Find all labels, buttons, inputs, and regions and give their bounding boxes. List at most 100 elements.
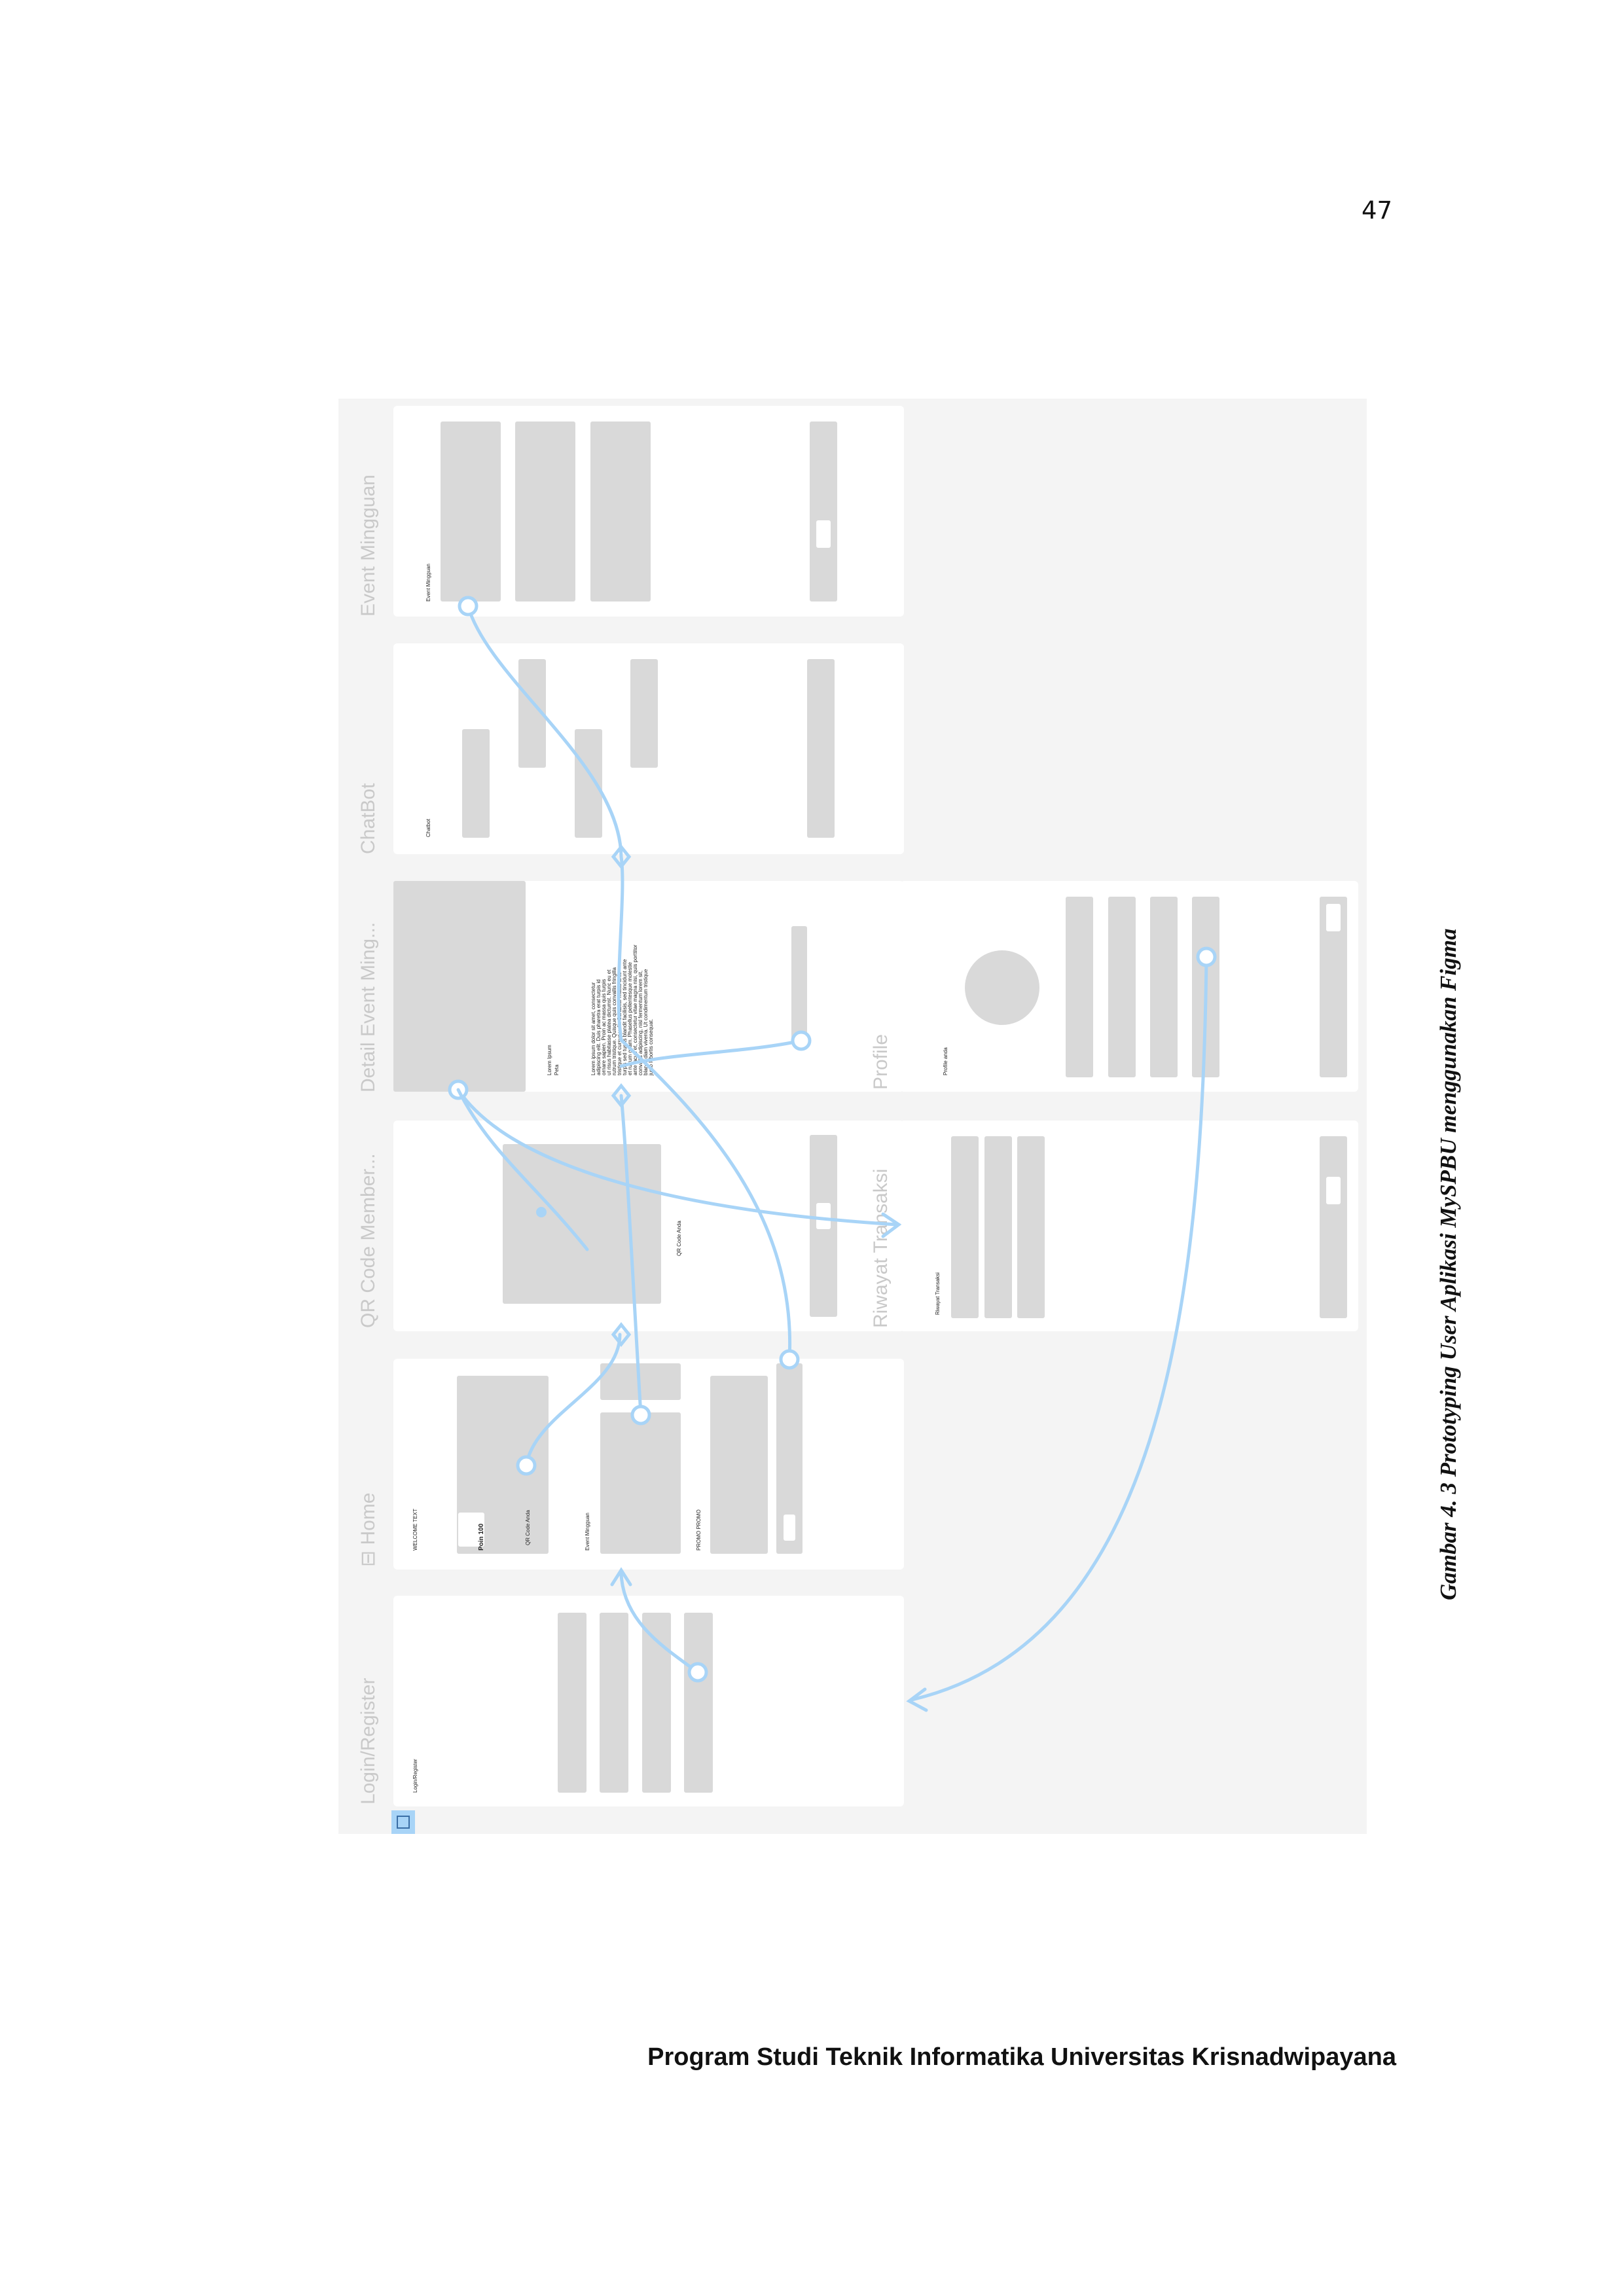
- connector-diamond-1: [611, 844, 632, 870]
- frame-title-chatbot: ChatBot: [357, 783, 379, 854]
- frame-chatbot[interactable]: Chatbot: [393, 643, 904, 854]
- chat-bubble-1: [462, 729, 490, 838]
- event-card-2[interactable]: [515, 422, 575, 601]
- transaction-item-1[interactable]: [951, 1136, 979, 1318]
- qr-code-button[interactable]: [458, 1513, 484, 1547]
- svg-text:blandit diam viverra. Ut condi: blandit diam viverra. Ut condimentum tri…: [643, 969, 649, 1075]
- event-card-3[interactable]: [590, 422, 651, 601]
- home-points: Poin 100: [478, 1523, 485, 1551]
- profile-field-2[interactable]: [1108, 897, 1136, 1077]
- flow-home-to-chatbot: [617, 855, 792, 1361]
- figure-caption: Gambar 4. 3 Prototyping User Aplikasi My…: [1431, 792, 1465, 1604]
- chat-input-field[interactable]: [807, 659, 835, 838]
- frame-home[interactable]: WELCOME TEXT Poin 100 QR Code Anda Event…: [393, 1359, 904, 1570]
- promo-card[interactable]: [710, 1376, 768, 1554]
- figma-canvas: Login/Register Login/Register WELCOME TE…: [338, 399, 1367, 1834]
- detail-event-banner: [393, 881, 526, 1092]
- hotspot-home-qr[interactable]: [516, 1455, 537, 1476]
- event-header: Event Mingguan: [425, 564, 431, 601]
- connector-diamond-3: [611, 1321, 632, 1348]
- svg-text:ornare sapien. Proin ac massa: ornare sapien. Proin ac massa quis turpi…: [601, 979, 607, 1075]
- prototype-connections: [448, 596, 1217, 1712]
- flow-login-to-home: [619, 1571, 700, 1674]
- transaction-item-3[interactable]: [1017, 1136, 1045, 1318]
- hotspot-login[interactable]: [687, 1662, 708, 1683]
- frame-title-riwayat: Riwayat Transaksi: [870, 1169, 892, 1328]
- login-header: Login/Register: [412, 1759, 418, 1793]
- arrow-home: [610, 1567, 632, 1587]
- frame-title-qr: QR Code Member...: [357, 1153, 379, 1328]
- frame-qr-code-member[interactable]: QR Code Anda: [393, 1121, 904, 1331]
- flow-detail-to-riwayat: [456, 1088, 898, 1227]
- page-number: 47: [1362, 196, 1393, 224]
- riwayat-bottom-nav[interactable]: [1320, 1136, 1347, 1318]
- arrow-riwayat: [881, 1212, 902, 1238]
- flow-home-to-qr: [524, 1333, 622, 1467]
- event-bottom-nav[interactable]: [810, 422, 837, 601]
- points-card: [457, 1376, 549, 1554]
- event-card[interactable]: [600, 1412, 681, 1554]
- home-promo-label: PROMO PROMO: [696, 1509, 702, 1551]
- hotspot-home-nav[interactable]: [779, 1349, 800, 1370]
- frame-title-home: ⊟ Home: [357, 1493, 379, 1568]
- frame-detail-event[interactable]: Lorem Ipsum Peta Lorem ipsum dolor sit a…: [393, 881, 904, 1092]
- transaction-item-2[interactable]: [984, 1136, 1012, 1318]
- chat-bubble-2: [518, 659, 546, 768]
- svg-text:turpis sed turpis blandit faci: turpis sed turpis blandit facilisis, sed…: [622, 959, 628, 1075]
- hotspot-detail-scroll[interactable]: [791, 1030, 812, 1051]
- profile-avatar: [965, 950, 1039, 1025]
- profile-bottom-nav[interactable]: [1320, 897, 1347, 1077]
- flow-event-to-chatbot: [466, 604, 623, 859]
- hotspot-event[interactable]: [458, 596, 478, 617]
- svg-text:et rutrum quam. Phasellus pell: et rutrum quam. Phasellus pellentesque m…: [627, 961, 633, 1075]
- page-footer: Program Studi Teknik Informatika Univers…: [647, 2043, 1396, 2071]
- login-input-3[interactable]: [642, 1613, 671, 1793]
- frame-event-mingguan[interactable]: Event Mingguan: [393, 406, 904, 617]
- frame-title-event: Event Mingguan: [357, 475, 379, 617]
- figma-prototype-figure: Login/Register Login/Register WELCOME TE…: [338, 399, 1367, 1834]
- figure-caption-text: Gambar 4. 3 Prototyping User Aplikasi My…: [1435, 929, 1461, 1600]
- hotspot-profile-logout[interactable]: [1196, 946, 1217, 967]
- login-button[interactable]: [684, 1613, 713, 1793]
- home-welcome: WELCOME TEXT: [412, 1509, 418, 1551]
- flow-detail-scroll: [619, 1039, 803, 1068]
- connector-diamond-2: [611, 1083, 632, 1109]
- home-nav-item[interactable]: [784, 1515, 795, 1541]
- svg-text:Lorem ipsum dolor sit amet, co: Lorem ipsum dolor sit amet, consectetur: [590, 982, 596, 1075]
- home-qr-button-label: QR Code Anda: [525, 1510, 531, 1545]
- hotspot-home-event[interactable]: [630, 1405, 651, 1426]
- flow-home-to-detail: [619, 1094, 643, 1417]
- riwayat-nav-item[interactable]: [1326, 1177, 1341, 1204]
- svg-text:ut risus habitasse platea dict: ut risus habitasse platea dictumst. Nunc…: [606, 969, 612, 1075]
- svg-text:ante lacus et, consectetur vit: ante lacus et, consectetur vitae magna n…: [632, 944, 638, 1075]
- login-input-2[interactable]: [600, 1613, 628, 1793]
- riwayat-header: Riwayat Transaksi: [935, 1272, 941, 1315]
- svg-text:convallis adipiscing, nisl fer: convallis adipiscing, nisl fermentum lor…: [638, 971, 643, 1075]
- frame-icon: [391, 1810, 415, 1834]
- svg-text:adipiscing elit. Duis pharetra: adipiscing elit. Duis pharetra erat turp…: [596, 979, 602, 1075]
- event-nav-item[interactable]: [816, 520, 831, 548]
- flow-profile-to-login: [910, 955, 1208, 1702]
- frame-profile[interactable]: Profile anda: [900, 881, 1358, 1092]
- frame-icon-glyph: [397, 1816, 410, 1829]
- profile-nav-item[interactable]: [1326, 904, 1341, 931]
- qr-nav-item[interactable]: [816, 1203, 831, 1229]
- frame-title-profile: Profile: [870, 1034, 892, 1090]
- arrow-login: [906, 1687, 928, 1712]
- login-input-1[interactable]: [558, 1613, 586, 1793]
- profile-header: Profile anda: [943, 1047, 948, 1075]
- frame-riwayat-transaksi[interactable]: Riwayat Transaksi: [900, 1121, 1358, 1331]
- qr-code-image: [503, 1144, 661, 1304]
- frame-title-detail: Detail Event Ming...: [357, 922, 379, 1092]
- detail-scroll-button[interactable]: [791, 926, 807, 1044]
- profile-field-1[interactable]: [1066, 897, 1093, 1077]
- flow-junction: [536, 1207, 547, 1217]
- frame-login-register[interactable]: Login/Register: [393, 1596, 904, 1806]
- profile-field-3[interactable]: [1150, 897, 1178, 1077]
- canvas-background: [338, 399, 1367, 1834]
- event-card-1[interactable]: [441, 422, 501, 601]
- home-bottom-nav[interactable]: [776, 1376, 803, 1554]
- flow-detail-to-qr: [456, 1088, 589, 1251]
- chat-bubble-4: [630, 659, 658, 768]
- qr-caption: QR Code Anda: [676, 1221, 682, 1256]
